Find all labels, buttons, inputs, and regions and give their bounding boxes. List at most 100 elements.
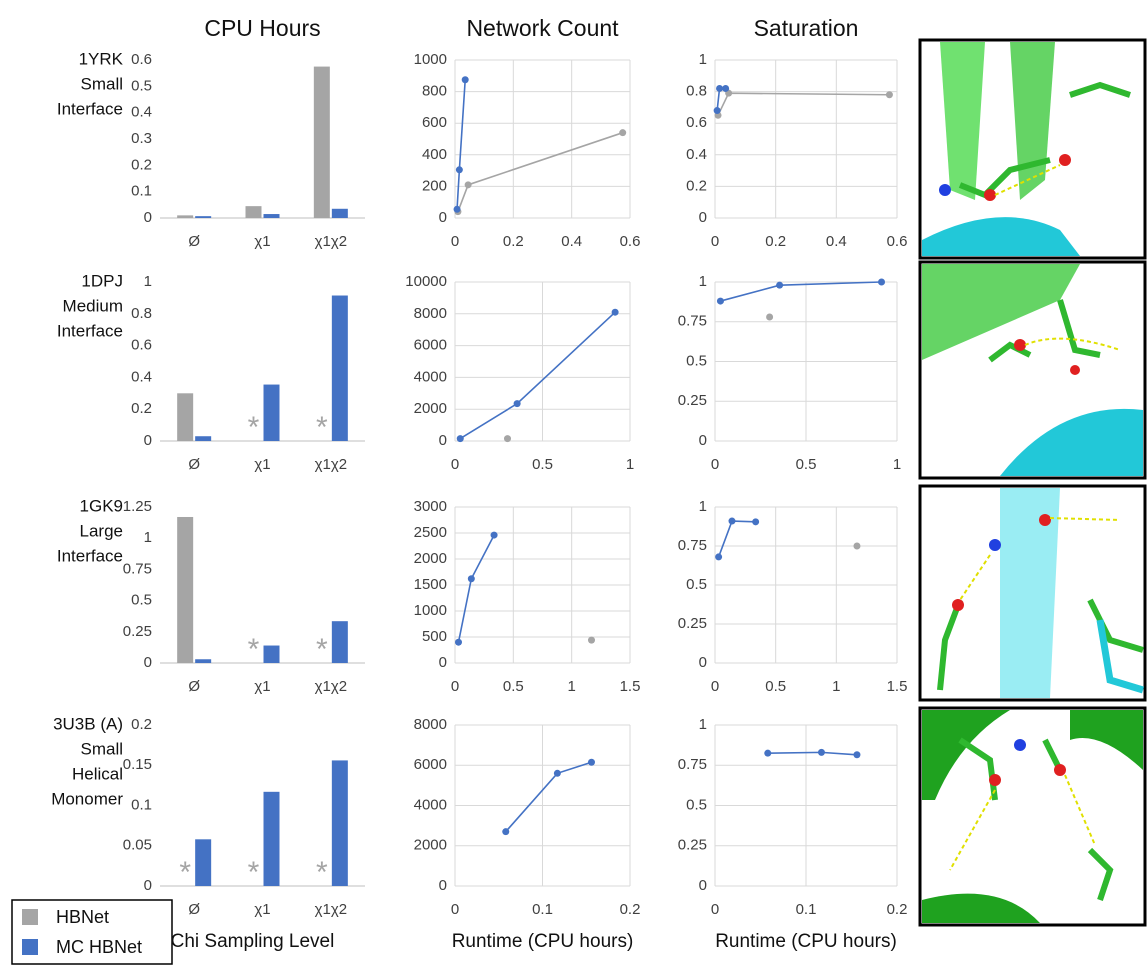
- x-tick-label: 1.5: [887, 678, 908, 695]
- x-tick-label: Ø: [188, 678, 200, 695]
- bar: [195, 436, 212, 441]
- point: [817, 748, 825, 756]
- chart-title: Network Count: [466, 15, 619, 41]
- point: [513, 400, 521, 408]
- legend: HBNet MC HBNet: [11, 899, 173, 965]
- point: [611, 308, 619, 316]
- bar: [263, 384, 280, 441]
- y-tick-label: 2000: [414, 837, 447, 854]
- row-label: 1YRK: [79, 49, 124, 68]
- structure-images: [918, 38, 1147, 927]
- y-tick-label: 0.25: [678, 837, 707, 854]
- row-label: Helical: [72, 764, 123, 783]
- y-tick-label: 1: [699, 273, 707, 290]
- series-line: [459, 311, 616, 440]
- x-tick-label: 0.4: [826, 233, 847, 250]
- point: [752, 518, 760, 526]
- y-tick-label: 6000: [414, 756, 447, 773]
- y-tick-label: 0.25: [123, 623, 152, 640]
- y-tick-label: 0.75: [678, 537, 707, 554]
- point: [716, 84, 724, 92]
- chart-title: Saturation: [754, 15, 859, 41]
- y-tick-label: 0: [439, 432, 447, 449]
- y-tick-label: 0.5: [686, 352, 707, 369]
- y-tick-label: 2500: [414, 524, 447, 541]
- point: [716, 297, 724, 305]
- y-tick-label: 0: [439, 877, 447, 894]
- x-tick-label: 0: [711, 456, 719, 473]
- y-tick-label: 0.4: [686, 146, 707, 163]
- y-tick-label: 3000: [414, 498, 447, 515]
- x-tick-label: 0.6: [620, 233, 641, 250]
- point: [713, 107, 721, 115]
- y-tick-label: 0.05: [123, 837, 152, 854]
- bar: [263, 645, 280, 663]
- y-tick-label: 0.4: [131, 104, 152, 121]
- y-tick-label: 0.2: [131, 716, 152, 733]
- missing-marker: *: [248, 411, 260, 444]
- series-line: [717, 92, 890, 116]
- bar: [331, 208, 348, 218]
- point: [455, 638, 462, 646]
- row-label: 1GK9: [80, 496, 123, 515]
- x-tick-label: 0.1: [796, 901, 817, 918]
- y-tick-label: 0: [144, 432, 152, 449]
- row-label: Interface: [57, 321, 123, 340]
- x-tick-label: 0.1: [532, 901, 553, 918]
- bar: [195, 216, 212, 218]
- y-tick-label: 0.2: [131, 156, 152, 173]
- legend-label: HBNet: [56, 907, 109, 927]
- missing-marker: *: [316, 411, 328, 444]
- x-tick-label: 0.4: [561, 233, 582, 250]
- point: [853, 542, 861, 550]
- structure-image: [918, 484, 1147, 702]
- point: [766, 313, 774, 321]
- x-tick-label: 0: [451, 901, 459, 918]
- bar: [313, 66, 330, 218]
- y-tick-label: 1.25: [123, 498, 152, 515]
- row-label: 3U3B (A): [53, 714, 123, 733]
- point: [715, 553, 723, 561]
- series-line: [767, 751, 858, 756]
- series-line: [456, 79, 467, 210]
- x-tick-label: 0.5: [796, 456, 817, 473]
- point: [461, 76, 469, 84]
- point: [453, 205, 461, 213]
- y-tick-label: 10000: [405, 273, 447, 290]
- row-label: Small: [80, 739, 123, 758]
- point: [504, 435, 511, 443]
- x-tick-label: 0.6: [887, 233, 908, 250]
- y-tick-label: 1: [144, 273, 152, 290]
- y-tick-label: 2000: [414, 400, 447, 417]
- series-line: [457, 534, 495, 643]
- point: [764, 749, 772, 757]
- x-axis-title: Runtime (CPU hours): [715, 931, 897, 952]
- y-tick-label: 4000: [414, 796, 447, 813]
- point: [619, 129, 627, 137]
- y-tick-label: 8000: [414, 716, 447, 733]
- point: [853, 751, 861, 759]
- x-axis-title: Chi Sampling Level: [171, 931, 335, 952]
- x-tick-label: χ1χ2: [315, 233, 347, 250]
- series-line: [457, 131, 623, 212]
- y-tick-label: 1000: [414, 51, 447, 68]
- bar: [177, 215, 194, 218]
- legend-swatch: [22, 939, 38, 955]
- missing-marker: *: [248, 633, 260, 666]
- point: [722, 84, 730, 92]
- y-tick-label: 0.6: [686, 114, 707, 131]
- x-tick-label: χ1χ2: [315, 456, 347, 473]
- y-tick-label: 0.75: [678, 756, 707, 773]
- x-tick-label: 0.2: [620, 901, 641, 918]
- y-tick-label: 0.3: [131, 130, 152, 147]
- point: [553, 769, 561, 777]
- y-tick-label: 600: [422, 114, 447, 131]
- y-tick-label: 0.1: [131, 796, 152, 813]
- x-tick-label: 0: [711, 678, 719, 695]
- series-line: [717, 520, 756, 558]
- bar: [331, 760, 348, 886]
- x-tick-label: 0: [451, 678, 459, 695]
- bar: [331, 621, 348, 663]
- legend-swatch: [22, 909, 38, 925]
- y-tick-label: 0.1: [131, 183, 152, 200]
